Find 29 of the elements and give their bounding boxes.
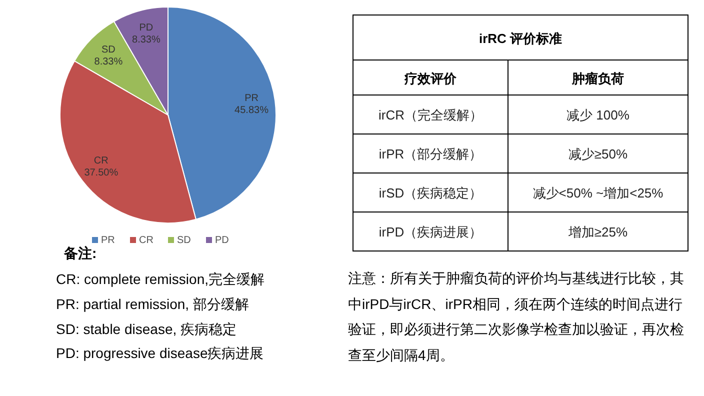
- slice-label: CR: [94, 155, 108, 166]
- text: SD: stable disease, 疾病稳定: [56, 321, 237, 337]
- data-label: 45.83%: [234, 105, 269, 116]
- data-label: 8.33%: [94, 56, 123, 68]
- text: PD: progressive disease疾病进展: [56, 345, 264, 361]
- text: 备注:: [63, 245, 97, 261]
- slice-label: SD: [101, 44, 116, 56]
- data-label: 8.33%: [132, 34, 160, 46]
- category-label: 增加≥25%: [568, 224, 628, 240]
- category-label: 减少 100%: [566, 108, 630, 122]
- category-label: 肿瘤负荷: [571, 71, 624, 86]
- category-label: irPD（疾病进展）: [378, 224, 482, 240]
- category-label: irCR（完全缓解）: [378, 108, 482, 122]
- category-label: 减少<50% ~增加<25%: [532, 186, 664, 200]
- legend-label: SD: [177, 235, 191, 246]
- text: irRC 评价标准: [478, 31, 562, 46]
- text: CR: complete remission,完全缓解: [56, 271, 264, 287]
- legend-label: PR: [101, 235, 115, 246]
- text: 注意：所有关于肿瘤负荷的评价均与基线进行比较，其中irPD与irCR、irPR相同，须在两个连续的时间点进行验证，即必须进行第二次影像学检查加以验证，再次检查至少间隔4周。: [348, 269, 685, 364]
- text: PR: partial remission, 部分缓解: [56, 296, 249, 312]
- legend-label: CR: [139, 235, 154, 246]
- category-label: 减少≥50%: [568, 146, 628, 162]
- category-label: irSD（疾病稳定）: [378, 186, 482, 200]
- category-label: 疗效评价: [404, 71, 458, 86]
- slice-label: PD: [139, 22, 154, 34]
- legend-label: PD: [215, 235, 229, 246]
- data-label: 37.50%: [84, 167, 118, 178]
- slice-label: PR: [244, 93, 258, 104]
- category-label: irPR（部分缓解）: [378, 146, 482, 162]
